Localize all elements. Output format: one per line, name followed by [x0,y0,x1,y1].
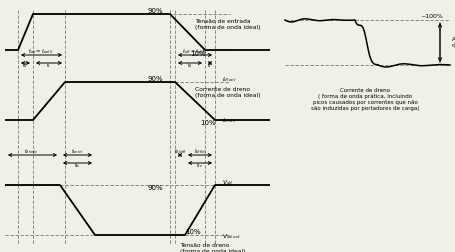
Text: Tensão de entrada
(forma de onda ideal): Tensão de entrada (forma de onda ideal) [195,19,261,30]
Text: $t_{off(v)}$: $t_{off(v)}$ [193,148,207,156]
Text: $t_{rv}$: $t_{rv}$ [197,162,203,170]
Text: $t_d$: $t_d$ [22,61,28,71]
Text: $t_{on(v)}$: $t_{on(v)}$ [71,148,83,156]
Text: $I_{d(on)}$: $I_{d(on)}$ [222,76,237,84]
Text: 90%: 90% [147,8,163,14]
Text: $I_{d(off)}$: $I_{d(off)}$ [222,117,237,125]
Text: $V_{dd}$: $V_{dd}$ [222,179,233,187]
Text: $t_{fv}$: $t_{fv}$ [74,162,81,170]
Text: 10%: 10% [190,51,206,57]
Text: $t_{off} = t_{off(i)}$: $t_{off} = t_{off(i)}$ [182,48,208,56]
Text: 90%: 90% [147,76,163,82]
Text: 90%: 90% [147,185,163,191]
Text: $t_d$: $t_d$ [187,61,193,71]
Text: $t_f$: $t_f$ [207,61,212,71]
Text: $t_{d(off)}$: $t_{d(off)}$ [173,148,187,156]
Text: Tensão de dreno
(forma de onda ideal): Tensão de dreno (forma de onda ideal) [180,243,246,252]
Text: $t_r$: $t_r$ [46,61,52,71]
Text: Corrente de dreno
(forma de onda ideal): Corrente de dreno (forma de onda ideal) [195,87,261,98]
Text: ~100%: ~100% [420,15,443,19]
Text: Amplitude
do pulso: Amplitude do pulso [452,37,455,48]
Text: $V_{ds(on)}$: $V_{ds(on)}$ [222,233,241,241]
Text: 10%: 10% [185,229,201,235]
Text: $t_{d(on)v}$: $t_{d(on)v}$ [25,148,40,156]
Text: $t_{on} = t_{on(i)}$: $t_{on} = t_{on(i)}$ [28,48,54,56]
Text: Corrente de dreno
( forma de onda prática, incluindo
picos causados por corrente: Corrente de dreno ( forma de onda prátic… [311,88,419,111]
Text: 10%: 10% [200,120,216,126]
